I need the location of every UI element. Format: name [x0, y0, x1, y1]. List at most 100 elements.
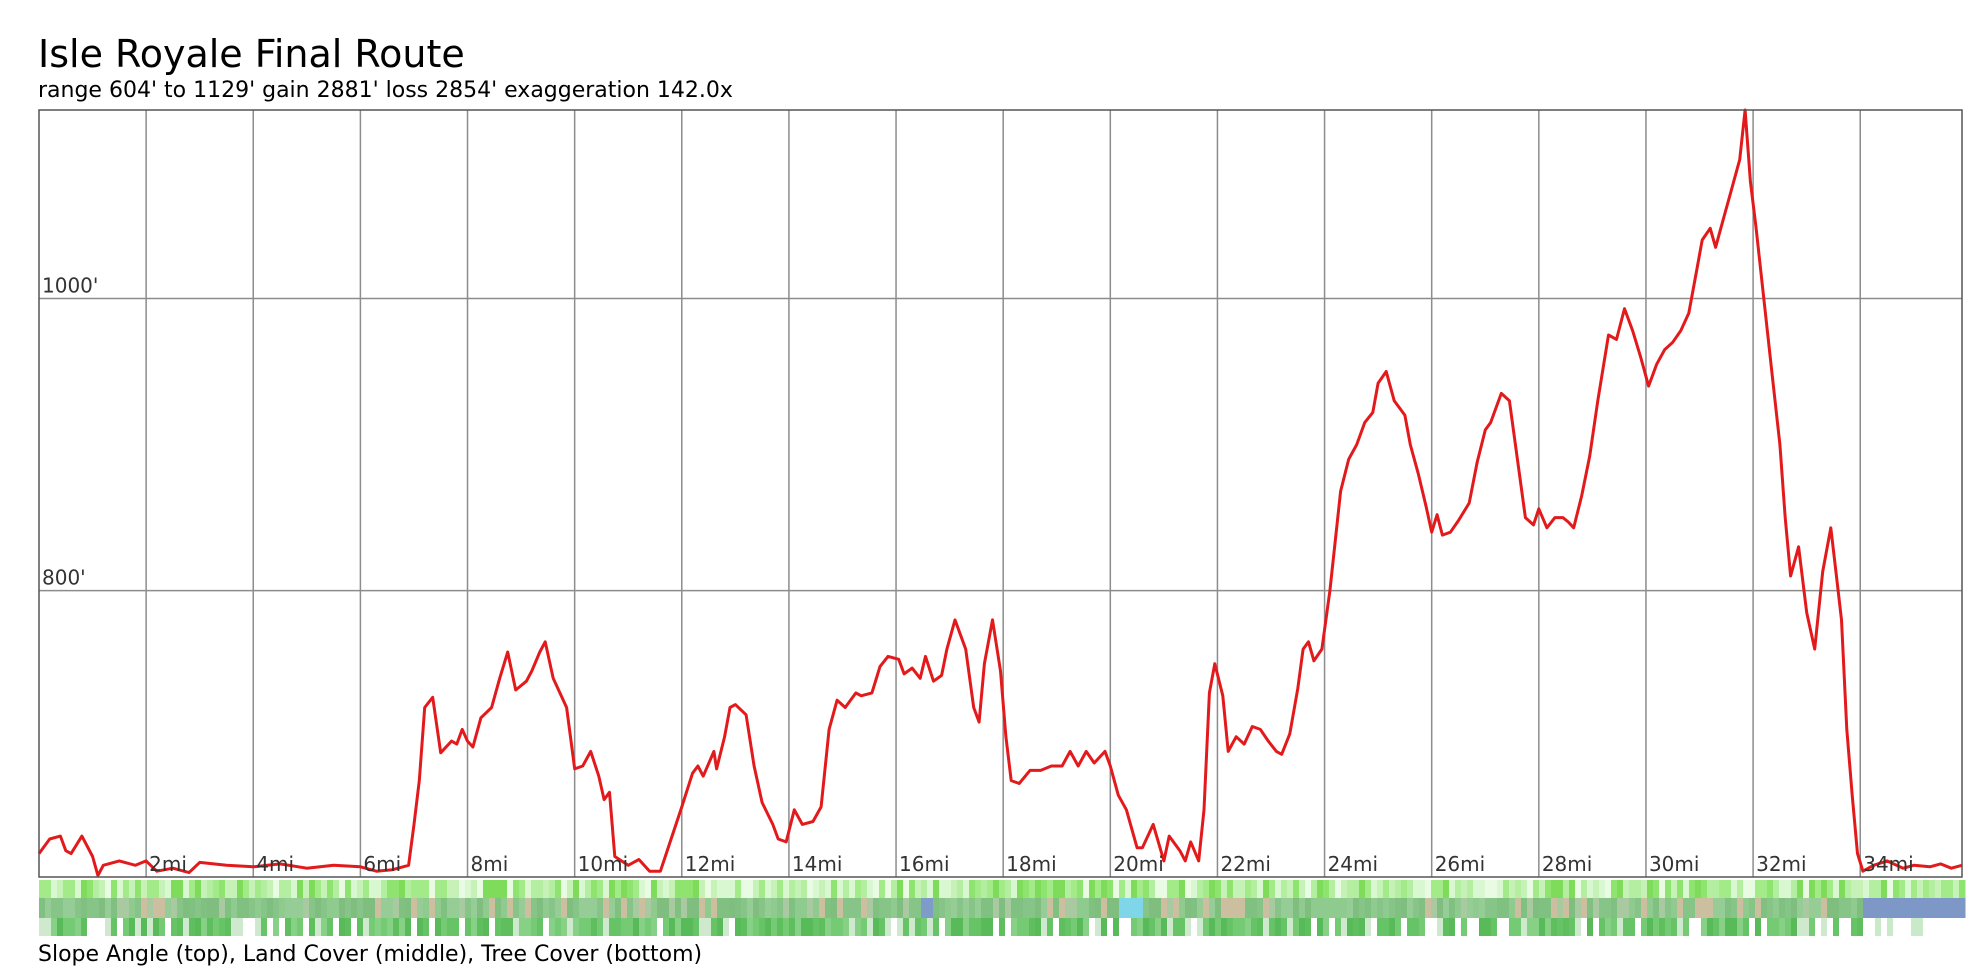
cover-cell — [1407, 880, 1414, 898]
cover-cell — [903, 918, 910, 936]
cover-cell — [1527, 898, 1534, 918]
x-tick-label: 26mi — [1435, 852, 1486, 876]
cover-cell — [1947, 880, 1954, 898]
cover-cell — [159, 880, 166, 898]
cover-cell — [1929, 918, 1936, 936]
cover-cell — [645, 880, 652, 898]
plot-frame — [38, 109, 1963, 878]
cover-cell — [849, 880, 856, 898]
cover-cell — [165, 918, 172, 936]
cover-cell — [1101, 880, 1108, 898]
cover-cell — [333, 880, 340, 898]
cover-cell — [957, 898, 964, 918]
cover-cell — [1413, 880, 1420, 898]
cover-cell — [1947, 898, 1954, 918]
cover-cell — [615, 918, 622, 936]
cover-cell — [1383, 898, 1390, 918]
cover-cell — [867, 898, 874, 918]
cover-cell — [51, 898, 58, 918]
cover-cell — [753, 918, 760, 936]
cover-cell — [495, 880, 502, 898]
cover-cell — [207, 880, 214, 898]
cover-cell — [873, 918, 880, 936]
cover-cell — [1239, 880, 1246, 898]
cover-cell — [1359, 880, 1366, 898]
cover-cell — [219, 880, 226, 898]
cover-cell — [1905, 898, 1912, 918]
cover-cell — [129, 918, 136, 936]
cover-cell — [1869, 898, 1876, 918]
cover-cell — [1431, 918, 1438, 936]
cover-cell — [153, 918, 160, 936]
cover-cell — [99, 918, 106, 936]
cover-cell — [465, 898, 472, 918]
cover-cell — [741, 898, 748, 918]
cover-cell — [1323, 898, 1330, 918]
cover-cell — [1833, 918, 1840, 936]
cover-cell — [957, 880, 964, 898]
cover-cell — [1509, 898, 1516, 918]
cover-cell — [1629, 880, 1636, 898]
cover-cell — [207, 918, 214, 936]
cover-cell — [1113, 898, 1120, 918]
cover-cell — [369, 918, 376, 936]
cover-cell — [417, 918, 424, 936]
cover-cell — [1779, 898, 1786, 918]
cover-cell — [1281, 918, 1288, 936]
cover-cell — [837, 918, 844, 936]
cover-strips — [39, 880, 1966, 936]
cover-cell — [1119, 898, 1126, 918]
cover-cell — [801, 880, 808, 898]
cover-cell — [267, 898, 274, 918]
cover-cell — [1299, 880, 1306, 898]
cover-cell — [1851, 880, 1858, 898]
cover-cell — [1875, 898, 1882, 918]
cover-cell — [1539, 880, 1546, 898]
cover-cell — [765, 880, 772, 898]
cover-cell — [435, 918, 442, 936]
cover-cell — [315, 880, 322, 898]
cover-cell — [1335, 918, 1342, 936]
cover-cell — [153, 880, 160, 898]
x-tick-label: 2mi — [149, 852, 187, 876]
cover-cell — [1335, 898, 1342, 918]
cover-cell — [39, 918, 46, 936]
cover-cell — [681, 898, 688, 918]
cover-cell — [1143, 898, 1150, 918]
cover-cell — [429, 898, 436, 918]
cover-cell — [1623, 898, 1630, 918]
cover-cell — [561, 898, 568, 918]
cover-cell — [177, 918, 184, 936]
cover-cell — [1245, 898, 1252, 918]
cover-cell — [1665, 880, 1672, 898]
cover-cell — [1881, 918, 1888, 936]
cover-cell — [1929, 880, 1936, 898]
cover-cell — [1347, 918, 1354, 936]
cover-cell — [1521, 880, 1528, 898]
cover-cell — [375, 880, 382, 898]
cover-cell — [597, 880, 604, 898]
cover-cell — [1161, 880, 1168, 898]
cover-cell — [927, 918, 934, 936]
cover-cell — [39, 880, 46, 898]
cover-cell — [927, 898, 934, 918]
cover-cell — [1641, 918, 1648, 936]
cover-cell — [675, 898, 682, 918]
cover-cell — [1785, 898, 1792, 918]
cover-cell — [1083, 898, 1090, 918]
cover-cell — [645, 918, 652, 936]
cover-cell — [1899, 918, 1906, 936]
cover-cell — [1311, 880, 1318, 898]
cover-cell — [1005, 918, 1012, 936]
cover-cell — [1365, 898, 1372, 918]
cover-cell — [1341, 880, 1348, 898]
cover-cell — [1773, 918, 1780, 936]
cover-cell — [1347, 898, 1354, 918]
cover-cell — [1719, 880, 1726, 898]
cover-cell — [1305, 898, 1312, 918]
cover-cell — [387, 880, 394, 898]
cover-cell — [729, 880, 736, 898]
cover-cell — [1551, 918, 1558, 936]
cover-cell — [1011, 880, 1018, 898]
cover-cell — [1791, 898, 1798, 918]
